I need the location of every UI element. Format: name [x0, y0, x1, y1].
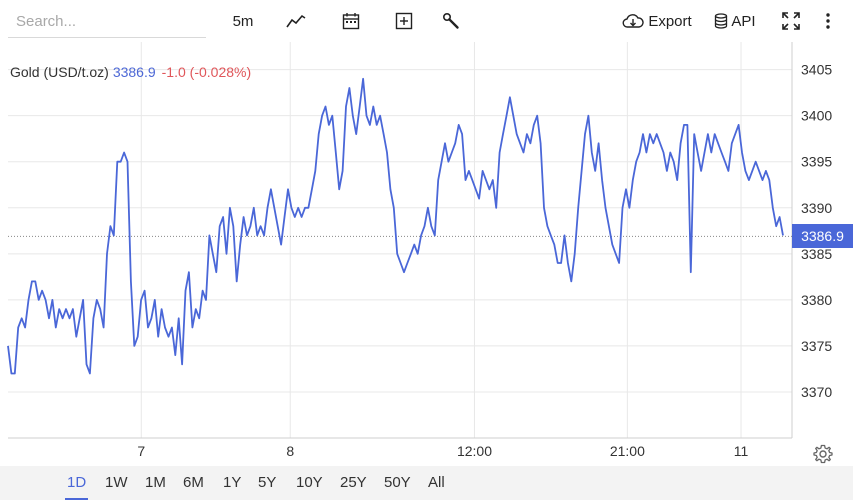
cloud-download-icon: [622, 14, 645, 28]
fullscreen-icon[interactable]: [780, 9, 802, 33]
x-tick-label: 7: [137, 443, 145, 459]
chart-settings-icon[interactable]: [812, 443, 834, 465]
y-tick-label: 3380: [801, 292, 832, 308]
y-tick-label: 3375: [801, 338, 832, 354]
range-selector: 1D 1W 1M 6M 1Y 5Y 10Y 25Y 50Y All: [0, 466, 853, 500]
x-tick-label: 21:00: [610, 443, 645, 459]
legend-instrument-name: Gold (USD/t.oz): [10, 64, 109, 80]
export-label: Export: [648, 12, 692, 30]
chart-legend: Gold (USD/t.oz) 3386.9 -1.0 (-0.028%): [10, 64, 251, 80]
x-tick-label: 12:00: [457, 443, 492, 459]
export-button[interactable]: Export: [620, 9, 694, 33]
range-button-1y[interactable]: 1Y: [223, 474, 242, 491]
last-price-label: 3386.9: [792, 224, 853, 249]
range-button-1w[interactable]: 1W: [105, 474, 128, 491]
legend-change: -1.0 (-0.028%): [161, 64, 252, 80]
calendar-icon[interactable]: [340, 9, 362, 33]
range-button-1m[interactable]: 1M: [145, 474, 166, 491]
interval-label: 5m: [232, 12, 254, 30]
toolbar: 5m Export API: [0, 0, 853, 42]
range-button-25y[interactable]: 25Y: [340, 474, 367, 491]
range-button-1d[interactable]: 1D: [65, 474, 89, 500]
add-indicator-icon[interactable]: [393, 9, 415, 33]
range-button-6m[interactable]: 6M: [183, 474, 204, 491]
api-button[interactable]: API: [711, 9, 759, 33]
interval-button[interactable]: 5m: [230, 9, 256, 33]
price-series-line: [7, 77, 784, 375]
y-tick-label: 3390: [801, 200, 832, 216]
range-button-10y[interactable]: 10Y: [296, 474, 323, 491]
search-input[interactable]: [8, 6, 206, 38]
chart-canvas[interactable]: 7 8 12:00 21:00 11 3370 3375 3380 3385 3390 3395 34…: [0, 42, 853, 466]
chart-type-icon[interactable]: [284, 9, 308, 33]
range-button-all[interactable]: All: [428, 474, 445, 491]
x-tick-label: 11: [734, 443, 749, 459]
y-tick-label: 3385: [801, 246, 832, 262]
y-tick-label: 3395: [801, 154, 832, 170]
wrench-icon[interactable]: [440, 9, 462, 33]
range-button-50y[interactable]: 50Y: [384, 474, 411, 491]
y-tick-label: 3370: [801, 384, 832, 400]
x-tick-label: 8: [286, 443, 294, 459]
database-icon: [715, 13, 728, 29]
y-tick-label: 3400: [801, 108, 832, 124]
range-button-5y[interactable]: 5Y: [258, 474, 277, 491]
price-chart[interactable]: 7 8 12:00 21:00 11 3370 3375 3380 3385 3390 3395 34…: [0, 42, 853, 466]
more-vertical-icon[interactable]: [820, 9, 836, 33]
legend-price: 3386.9: [112, 64, 156, 80]
api-label: API: [731, 12, 756, 30]
y-tick-label: 3405: [801, 62, 832, 78]
